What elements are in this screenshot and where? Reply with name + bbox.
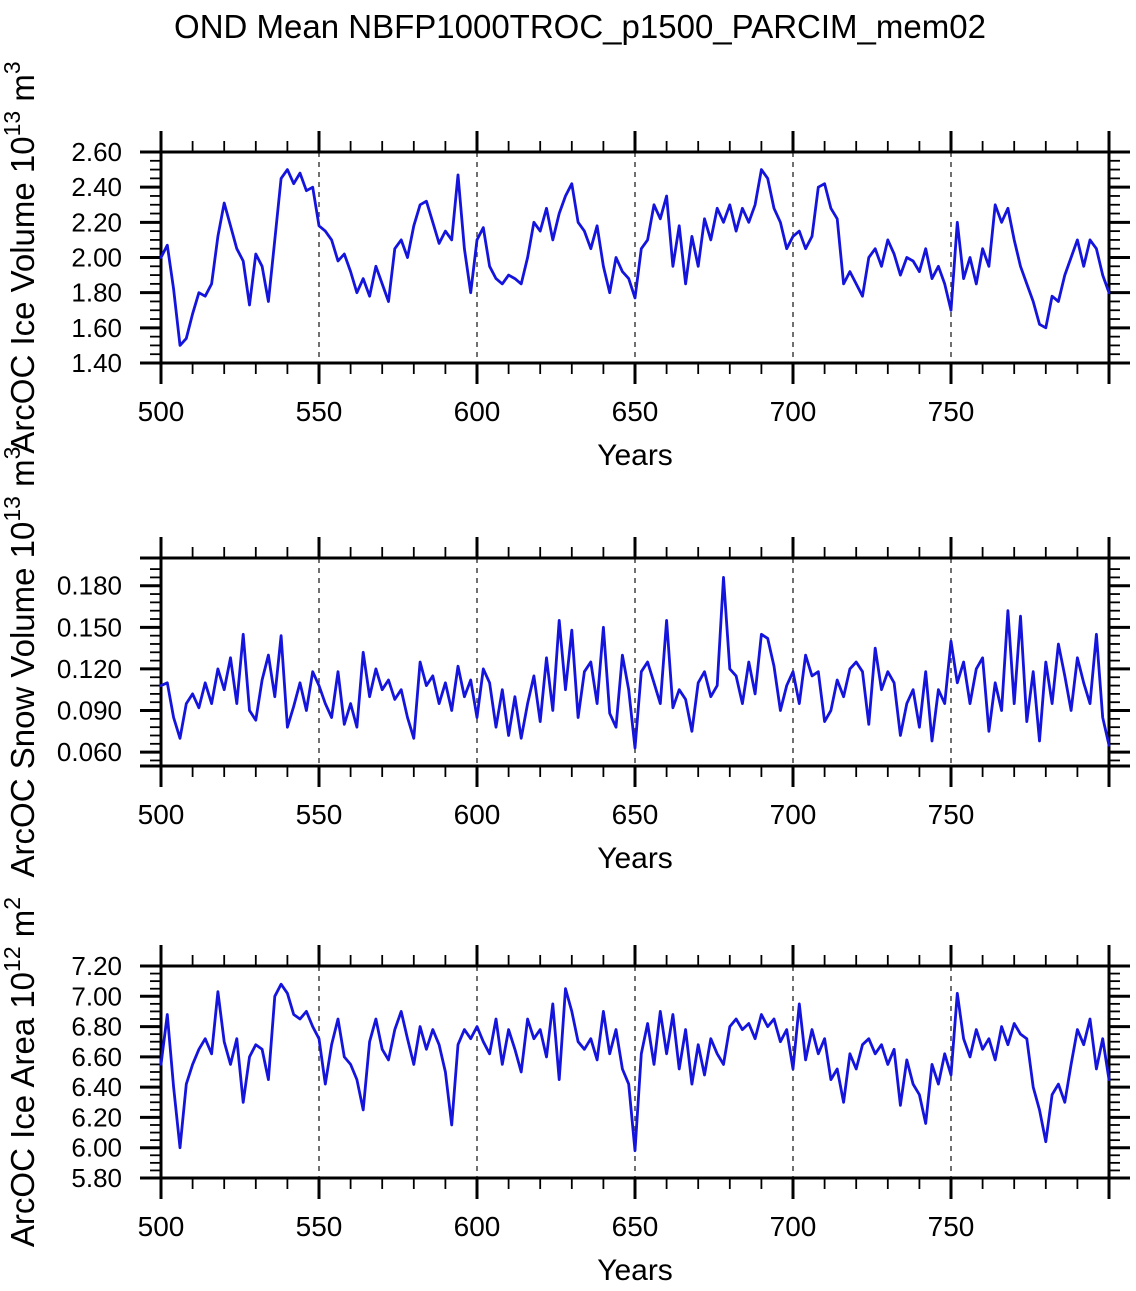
x-tick-label: 650 (612, 799, 659, 830)
x-tick-label: 750 (928, 799, 975, 830)
x-tick-label: 500 (138, 799, 185, 830)
x-tick-label: 750 (928, 396, 975, 427)
ice-volume-panel: 1.40 1.60 1.80 2.00 2.20 2.40 2.60 500 550 600 650… (0, 61, 1130, 472)
y-tick-label: 6.40 (71, 1072, 122, 1102)
x-tick-label: 550 (296, 396, 343, 427)
y-tick-label: 0.060 (57, 737, 122, 767)
y-tick-label: 0.180 (57, 571, 122, 601)
y-tick-label: 6.00 (71, 1133, 122, 1163)
y-tick-label: 1.40 (71, 348, 122, 378)
x-tick-label: 750 (928, 1211, 975, 1242)
y-tick-label: 5.80 (71, 1163, 122, 1193)
x-tick-label: 600 (454, 799, 501, 830)
x-tick-label: 600 (454, 396, 501, 427)
y-tick-label: 0.150 (57, 612, 122, 642)
figure-title: OND Mean NBFP1000TROC_p1500_PARCIM_mem02 (174, 8, 986, 45)
ice-volume-line (159, 168, 1111, 347)
y-tick-label: 2.20 (71, 207, 122, 237)
x-tick-label: 550 (296, 799, 343, 830)
x-axis-title: Years (597, 1254, 673, 1287)
y-tick-label: 1.80 (71, 278, 122, 308)
x-tick-label: 700 (770, 396, 817, 427)
y-tick-label: 6.60 (71, 1042, 122, 1072)
y-axis-title: ArcOC Snow Volume 1013 m3 (0, 447, 41, 878)
y-tick-label: 0.090 (57, 696, 122, 726)
y-tick-label: 7.00 (71, 981, 122, 1011)
y-tick-label: 6.80 (71, 1012, 122, 1042)
x-tick-label: 650 (612, 1211, 659, 1242)
x-tick-label: 700 (770, 799, 817, 830)
x-axis-title: Years (597, 842, 673, 875)
x-tick-label: 700 (770, 1211, 817, 1242)
x-tick-label: 650 (612, 396, 659, 427)
y-tick-label: 7.20 (71, 951, 122, 981)
x-tick-label: 500 (138, 1211, 185, 1242)
y-axis-title: ArcOC Ice Area 1012 m2 (0, 897, 41, 1247)
y-tick-label: 6.20 (71, 1102, 122, 1132)
ice-area-line (159, 982, 1111, 1153)
snow-volume-panel: 0.060 0.090 0.120 0.150 0.180 500 550 600 650 700… (0, 447, 1130, 878)
y-tick-label: 1.60 (71, 313, 122, 343)
ice-area-panel: 5.806.006.206.406.606.807.007.20 500 550 60… (0, 897, 1130, 1287)
y-axis-title: ArcOC Ice Volume 1013 m3 (0, 61, 41, 453)
snow-volume-line (159, 576, 1111, 750)
x-axis-title: Years (597, 439, 673, 472)
y-tick-label: 0.120 (57, 654, 122, 684)
x-tick-label: 550 (296, 1211, 343, 1242)
y-tick-label: 2.60 (71, 137, 122, 167)
x-tick-label: 500 (138, 396, 185, 427)
x-tick-label: 600 (454, 1211, 501, 1242)
y-tick-label: 2.00 (71, 243, 122, 273)
y-tick-label: 2.40 (71, 172, 122, 202)
